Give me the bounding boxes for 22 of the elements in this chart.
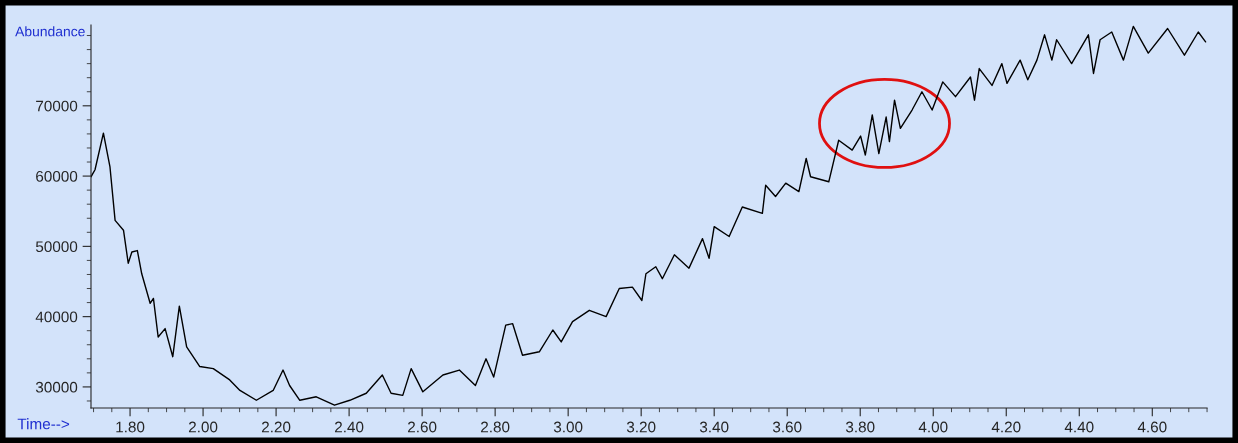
x-tick-label: 4.20 bbox=[991, 421, 1021, 433]
x-tick-label: 3.40 bbox=[699, 421, 729, 433]
x-tick-label: 2.60 bbox=[408, 421, 437, 433]
x-axis-title: Time--> bbox=[17, 418, 70, 430]
x-tick-label: 3.20 bbox=[626, 421, 656, 433]
x-tick-label: 2.40 bbox=[335, 421, 364, 433]
y-tick-label: 60000 bbox=[36, 170, 78, 182]
y-axis-title: Abundance bbox=[15, 26, 85, 37]
y-tick-label: 50000 bbox=[35, 241, 78, 253]
x-tick-label: 2.80 bbox=[481, 421, 510, 433]
x-tick-label: 3.80 bbox=[845, 421, 875, 433]
x-tick-label: 4.40 bbox=[1064, 421, 1094, 433]
y-tick-label: 70000 bbox=[36, 100, 78, 112]
x-tick-label: 2.20 bbox=[261, 421, 291, 433]
x-tick-label: 3.60 bbox=[772, 421, 802, 433]
y-tick-label: 40000 bbox=[35, 311, 78, 323]
x-tick-label: 3.00 bbox=[553, 421, 583, 433]
y-tick-label: 30000 bbox=[35, 381, 78, 393]
x-tick-label: 2.00 bbox=[188, 421, 218, 433]
x-tick-label: 1.80 bbox=[116, 421, 145, 433]
x-tick-label: 4.00 bbox=[918, 421, 948, 433]
x-tick-label: 4.60 bbox=[1137, 421, 1167, 433]
